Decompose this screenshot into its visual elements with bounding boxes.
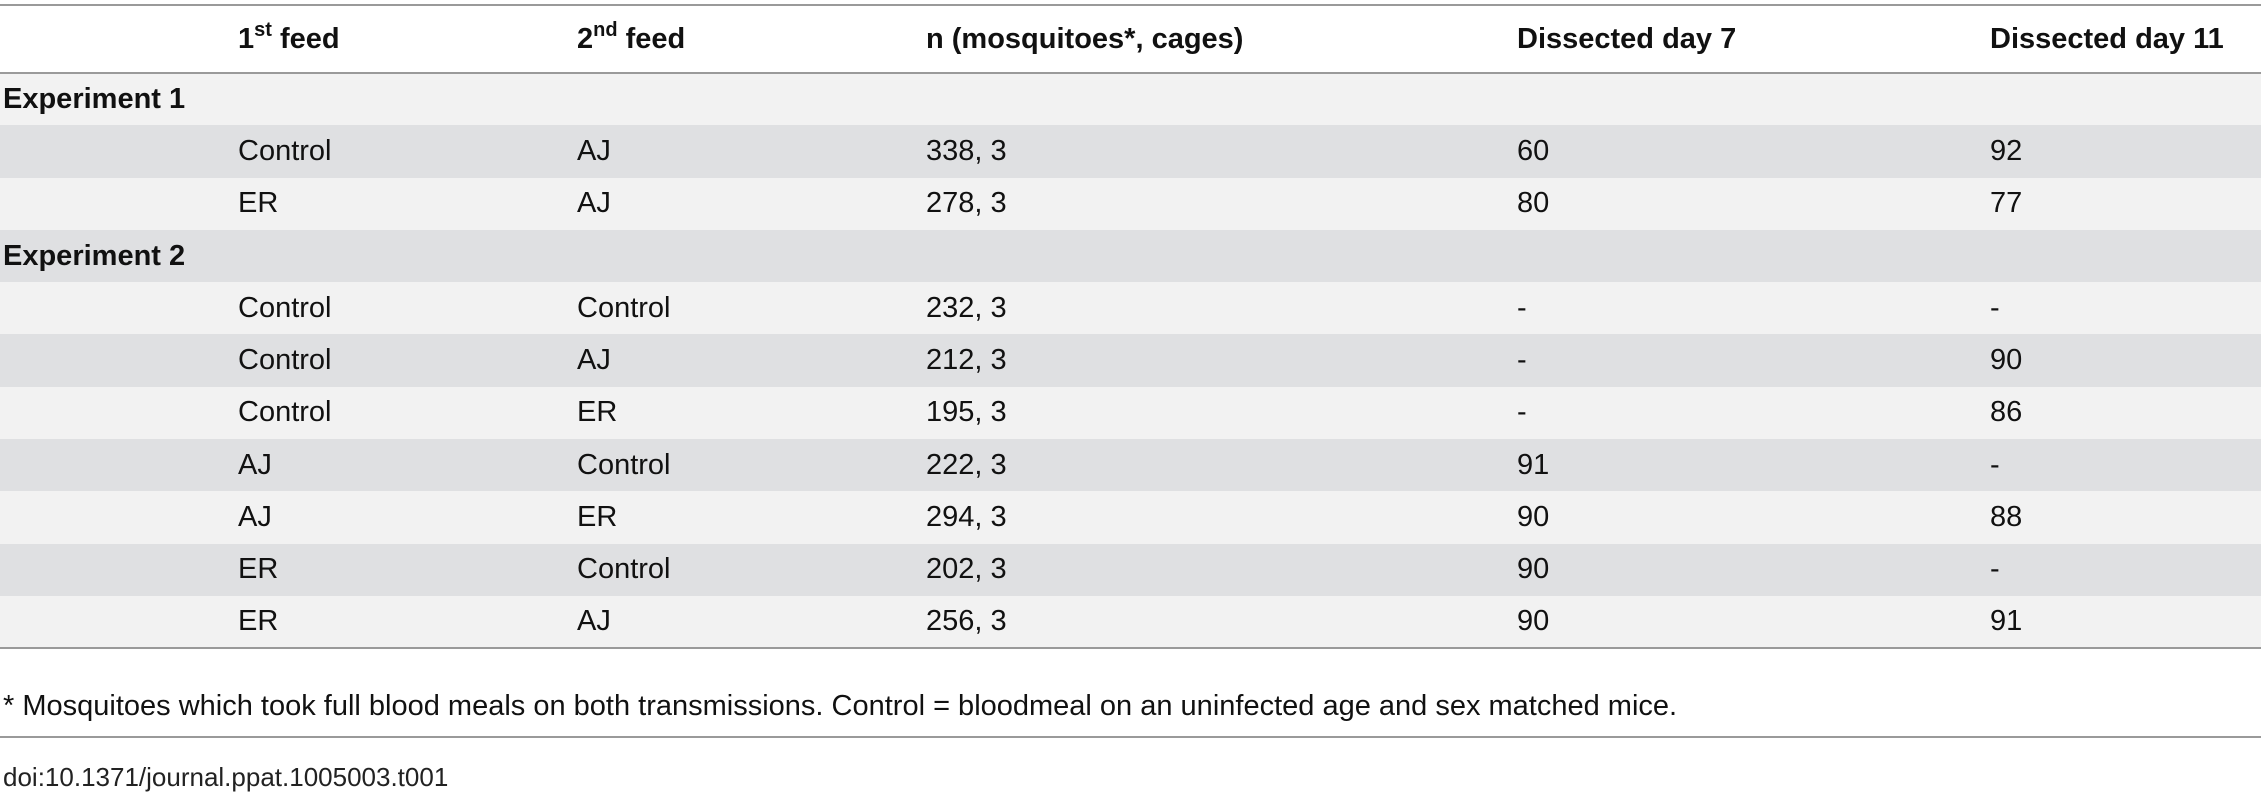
spacer-cell xyxy=(0,439,238,491)
data-row: ER Control 202, 3 90 - xyxy=(0,543,2261,596)
cell: ER xyxy=(238,187,279,220)
table-header: 1st feed 2nd feed n (mosquitoes*, cages) Diss… xyxy=(0,5,2261,73)
cell: Control xyxy=(577,291,671,324)
cell: - xyxy=(1517,291,1527,324)
cell: 278, 3 xyxy=(926,187,1007,220)
header-cell: Dissected day 7 xyxy=(1517,5,1990,73)
cell: - xyxy=(1990,553,2000,586)
cell: 77 xyxy=(1990,187,2023,220)
header-cell: Dissected day 11 xyxy=(1990,5,2261,73)
cell: 80 xyxy=(1517,187,1550,220)
cell: 90 xyxy=(1517,553,1550,586)
cell: 88 xyxy=(1990,501,2023,534)
data-table: 1st feed 2nd feed n (mosquitoes*, cages) Diss… xyxy=(0,4,2261,649)
header-text: n (mosquitoes*, cages) xyxy=(926,22,1244,55)
cell: 60 xyxy=(1517,134,1550,167)
cell: ER xyxy=(577,396,618,429)
cell: 91 xyxy=(1990,605,2023,638)
doi: doi:10.1371/journal.ppat.1005003.t001 xyxy=(3,762,449,792)
cell: - xyxy=(1517,396,1527,429)
cell: 86 xyxy=(1990,396,2023,429)
spacer-cell xyxy=(0,491,238,543)
cell: 202, 3 xyxy=(926,553,1007,586)
spacer-cell xyxy=(0,178,238,230)
cell: AJ xyxy=(577,605,611,638)
cell: ER xyxy=(238,605,279,638)
cell: - xyxy=(1517,344,1527,377)
header-cell xyxy=(0,5,238,73)
cell: - xyxy=(1990,448,2000,481)
cell: Control xyxy=(238,344,332,377)
cell: Control xyxy=(577,448,671,481)
cell: AJ xyxy=(577,134,611,167)
group-row: Experiment 1 xyxy=(0,73,2261,126)
cell: 195, 3 xyxy=(926,396,1007,429)
cell: 294, 3 xyxy=(926,501,1007,534)
header-cell: 2nd feed xyxy=(577,5,926,73)
header-superscript: st xyxy=(254,18,272,41)
header-text: feed xyxy=(625,22,686,55)
cell: AJ xyxy=(238,501,272,534)
cell: 256, 3 xyxy=(926,605,1007,638)
spacer-cell xyxy=(0,387,238,439)
data-row: Control AJ 338, 3 60 92 xyxy=(0,125,2261,178)
cell: Control xyxy=(238,396,332,429)
cell: AJ xyxy=(577,344,611,377)
header-cell: 1st feed xyxy=(238,5,577,73)
cell: 90 xyxy=(1517,501,1550,534)
header-text: Dissected day 11 xyxy=(1990,22,2224,55)
header-text: Dissected day 7 xyxy=(1517,22,1737,55)
cell: 232, 3 xyxy=(926,291,1007,324)
cell: 90 xyxy=(1990,344,2023,377)
cell: Control xyxy=(238,134,332,167)
spacer-cell xyxy=(0,334,238,386)
data-row: Control ER 195, 3 - 86 xyxy=(0,386,2261,440)
cell: 222, 3 xyxy=(926,448,1007,481)
cell: Control xyxy=(577,553,671,586)
header-row: 1st feed 2nd feed n (mosquitoes*, cages) Diss… xyxy=(0,5,2261,73)
cell: 90 xyxy=(1517,605,1550,638)
cell: 212, 3 xyxy=(926,344,1007,377)
cell: - xyxy=(1990,291,2000,324)
data-row: AJ Control 222, 3 91 - xyxy=(0,439,2261,492)
cell: AJ xyxy=(577,187,611,220)
cell: AJ xyxy=(238,448,272,481)
table-body: Experiment 1 Control AJ 338, 3 60 92 ER AJ 278, … xyxy=(0,73,2261,649)
data-row: Control Control 232, 3 - - xyxy=(0,282,2261,335)
header-text: 1 xyxy=(238,22,255,55)
cell: Control xyxy=(238,291,332,324)
header-cell: n (mosquitoes*, cages) xyxy=(926,5,1517,73)
data-row: ER AJ 278, 3 80 77 xyxy=(0,177,2261,230)
header-superscript: nd xyxy=(593,18,618,41)
header-text: feed xyxy=(279,22,340,55)
data-row: Control AJ 212, 3 - 90 xyxy=(0,334,2261,387)
header-text: 2 xyxy=(577,22,594,55)
footnote: * Mosquitoes which took full blood meals… xyxy=(0,684,2261,738)
spacer-cell xyxy=(0,544,238,596)
cell: 91 xyxy=(1517,448,1550,481)
spacer-cell xyxy=(0,125,238,177)
group-row: Experiment 2 xyxy=(0,229,2261,283)
cell: ER xyxy=(238,553,279,586)
data-row: ER AJ 256, 3 90 91 xyxy=(0,595,2261,649)
cell: 92 xyxy=(1990,134,2023,167)
spacer-cell xyxy=(0,282,238,334)
cell: ER xyxy=(577,501,618,534)
spacer-cell xyxy=(0,596,238,648)
cell: 338, 3 xyxy=(926,134,1007,167)
group-label: Experiment 1 xyxy=(3,83,186,116)
group-label: Experiment 2 xyxy=(3,239,186,272)
data-row: AJ ER 294, 3 90 88 xyxy=(0,491,2261,544)
